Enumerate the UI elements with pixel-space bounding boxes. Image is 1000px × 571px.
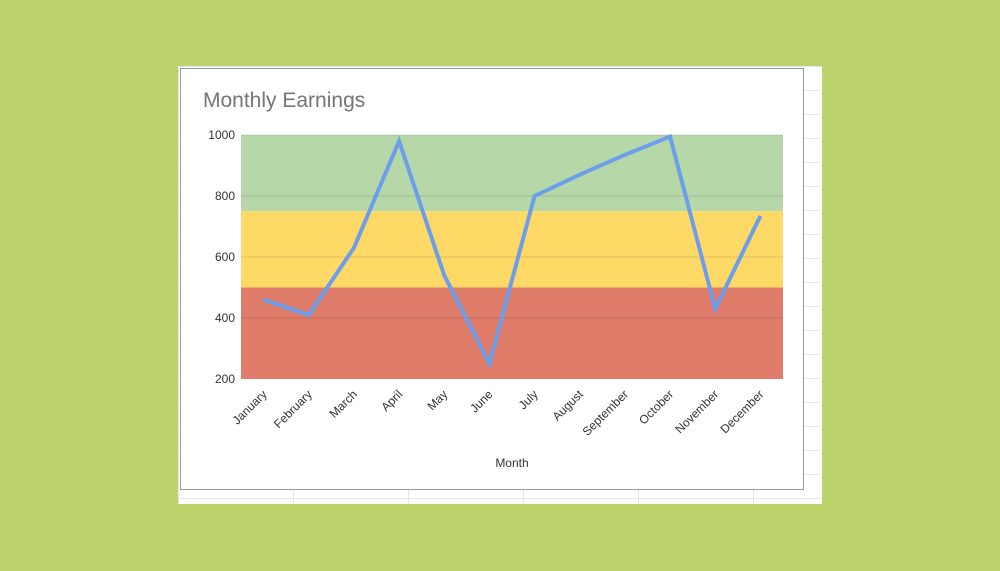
x-tick-label-6: July — [516, 387, 541, 412]
chart-card[interactable]: Monthly Earnings 200 400 600 800 1000 Januar… — [180, 68, 804, 490]
y-axis: 200 400 600 800 1000 — [208, 128, 235, 386]
data-point-0-0[interactable] — [261, 297, 267, 303]
x-axis: January February March April May June July Augu… — [230, 387, 767, 439]
y-tick-label-2: 600 — [215, 250, 235, 264]
x-tick-label-10: November — [672, 387, 721, 436]
band-2 — [241, 287, 783, 379]
y-tick-label-3: 800 — [215, 189, 235, 203]
data-point-0-8[interactable] — [622, 152, 628, 158]
data-point-0-10[interactable] — [712, 306, 718, 312]
data-point-0-6[interactable] — [532, 193, 538, 199]
x-tick-label-2: March — [327, 387, 360, 420]
data-point-0-1[interactable] — [306, 312, 312, 318]
y-tick-label-0: 200 — [215, 372, 235, 386]
y-tick-label-1: 400 — [215, 311, 235, 325]
data-point-0-11[interactable] — [757, 213, 763, 219]
x-tick-label-4: May — [424, 387, 450, 413]
series-line-0[interactable] — [262, 133, 763, 370]
data-point-0-5[interactable] — [486, 361, 492, 367]
x-tick-label-3: April — [378, 387, 405, 414]
data-point-0-2[interactable] — [351, 245, 357, 251]
chart-svg: 200 400 600 800 1000 January February March Apr… — [208, 128, 783, 470]
data-point-0-7[interactable] — [577, 172, 583, 178]
chart-title: Monthly Earnings — [203, 89, 366, 112]
x-tick-label-9: October — [636, 387, 676, 427]
x-tick-label-0: January — [230, 387, 270, 427]
series-layer — [261, 133, 763, 370]
data-point-0-4[interactable] — [441, 272, 447, 278]
x-tick-label-8: September — [580, 387, 631, 438]
data-point-0-9[interactable] — [667, 134, 673, 140]
x-tick-label-7: August — [550, 387, 587, 424]
x-tick-label-5: June — [467, 387, 496, 416]
data-point-0-3[interactable] — [396, 138, 402, 144]
grid-layer — [241, 134, 783, 319]
band-0 — [241, 135, 783, 212]
x-axis-title: Month — [495, 456, 528, 470]
y-tick-label-4: 1000 — [208, 128, 235, 142]
x-tick-label-11: December — [717, 387, 766, 436]
x-tick-label-1: February — [271, 387, 315, 431]
